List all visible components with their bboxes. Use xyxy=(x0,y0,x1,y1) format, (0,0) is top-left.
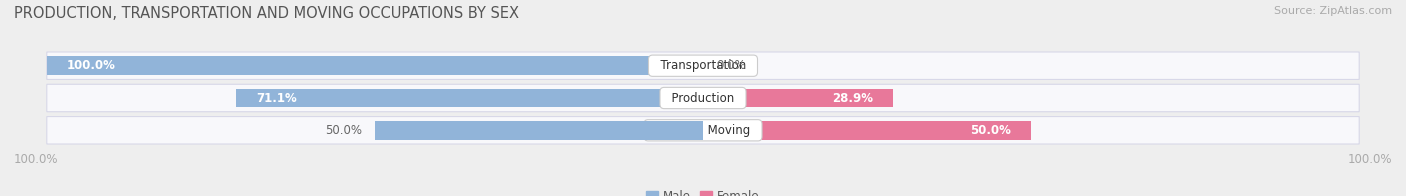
Legend: Male, Female: Male, Female xyxy=(641,185,765,196)
Bar xyxy=(375,121,703,140)
FancyBboxPatch shape xyxy=(46,117,1360,144)
Text: 28.9%: 28.9% xyxy=(832,92,873,104)
Bar xyxy=(703,89,893,107)
Bar xyxy=(236,89,703,107)
Text: 100.0%: 100.0% xyxy=(66,59,115,72)
Bar xyxy=(375,121,703,140)
Bar xyxy=(703,121,1031,140)
Text: 0.0%: 0.0% xyxy=(716,59,745,72)
Text: Material Moving: Material Moving xyxy=(648,124,758,137)
Text: Production: Production xyxy=(664,92,742,104)
Text: 50.0%: 50.0% xyxy=(395,124,436,137)
Bar xyxy=(46,56,703,75)
Text: 100.0%: 100.0% xyxy=(14,153,59,166)
FancyBboxPatch shape xyxy=(46,84,1360,112)
Text: 50.0%: 50.0% xyxy=(970,124,1011,137)
Text: 100.0%: 100.0% xyxy=(1347,153,1392,166)
Text: Transportation: Transportation xyxy=(652,59,754,72)
FancyBboxPatch shape xyxy=(46,52,1360,79)
Text: 50.0%: 50.0% xyxy=(325,124,361,137)
Text: Source: ZipAtlas.com: Source: ZipAtlas.com xyxy=(1274,6,1392,16)
Text: PRODUCTION, TRANSPORTATION AND MOVING OCCUPATIONS BY SEX: PRODUCTION, TRANSPORTATION AND MOVING OC… xyxy=(14,6,519,21)
Text: 71.1%: 71.1% xyxy=(256,92,297,104)
